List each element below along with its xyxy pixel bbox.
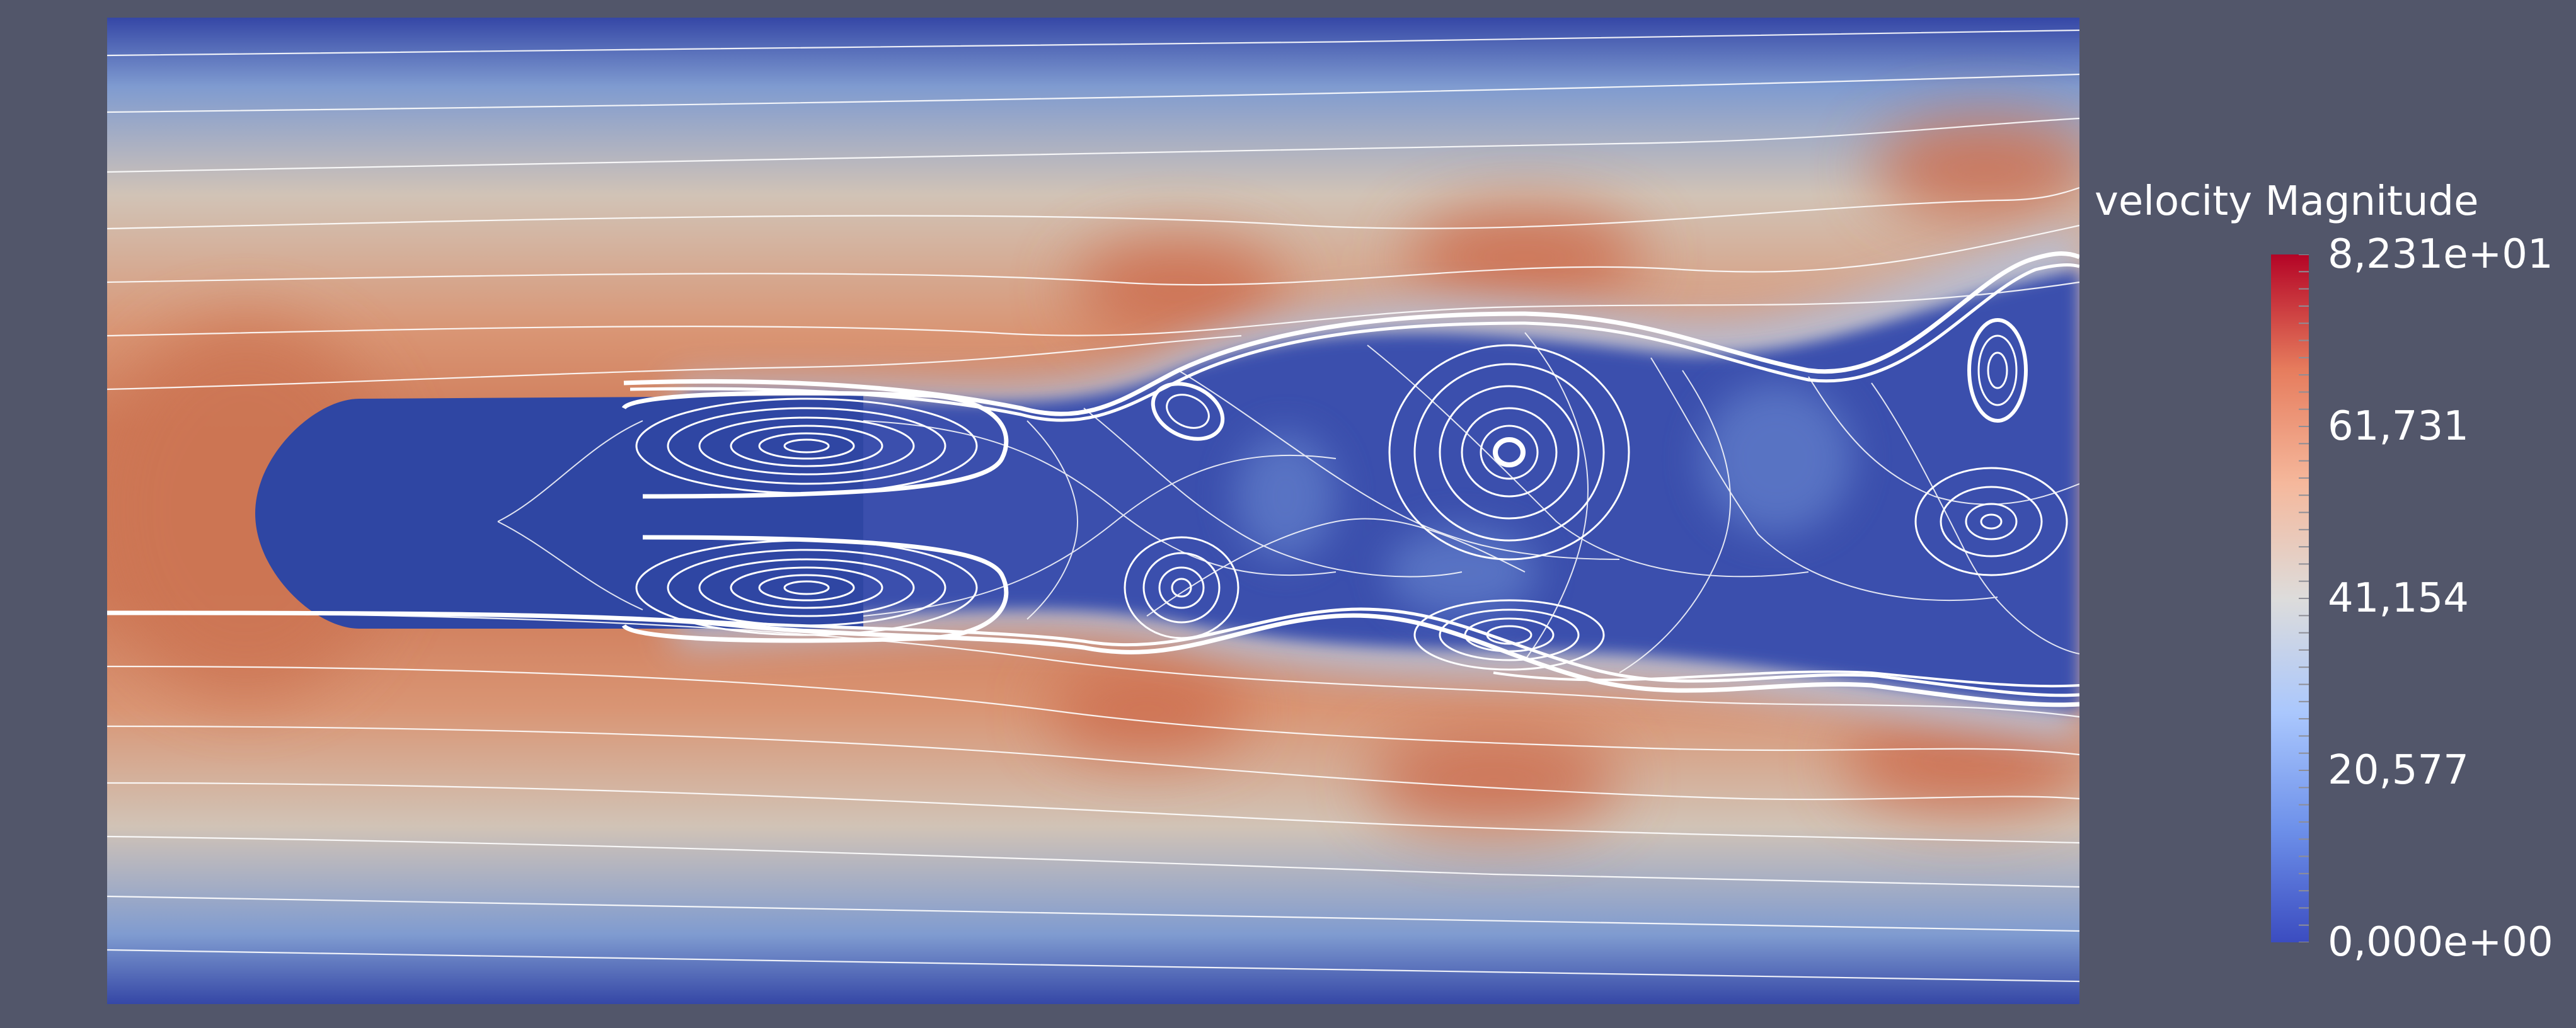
legend-title: velocity Magnitude (2095, 178, 2479, 225)
vortex-upper-3 (1967, 318, 2028, 423)
vortex-upper-2 (1388, 344, 1630, 561)
streamlines-wake-inner (497, 332, 2079, 673)
vortex-cores (621, 318, 2068, 671)
vortex-upper-1 (1151, 382, 1225, 441)
vortex-upper-left (621, 391, 1009, 499)
vortex-lower-2 (1413, 599, 1605, 671)
streamlines-wake-boundary (107, 251, 2079, 707)
wake-region (687, 270, 2079, 711)
tick-label-q1: 20,577 (2328, 747, 2469, 794)
tick-label-q3: 61,731 (2328, 403, 2469, 450)
tick-label-mid: 41,154 (2328, 575, 2469, 622)
obstacle-body (255, 396, 863, 629)
colorbar-ticks (2299, 254, 2309, 942)
vortex-lower-1 (1124, 536, 1239, 639)
tick-label-min: 0,000e+00 (2328, 919, 2553, 966)
colorbar[interactable] (2271, 254, 2309, 942)
vortex-lower-3 (1914, 467, 2068, 576)
tick-label-max: 8,231e+01 (2328, 231, 2553, 278)
flow-field-viewport[interactable] (107, 18, 2079, 1004)
vortex-lower-left (621, 535, 1009, 643)
